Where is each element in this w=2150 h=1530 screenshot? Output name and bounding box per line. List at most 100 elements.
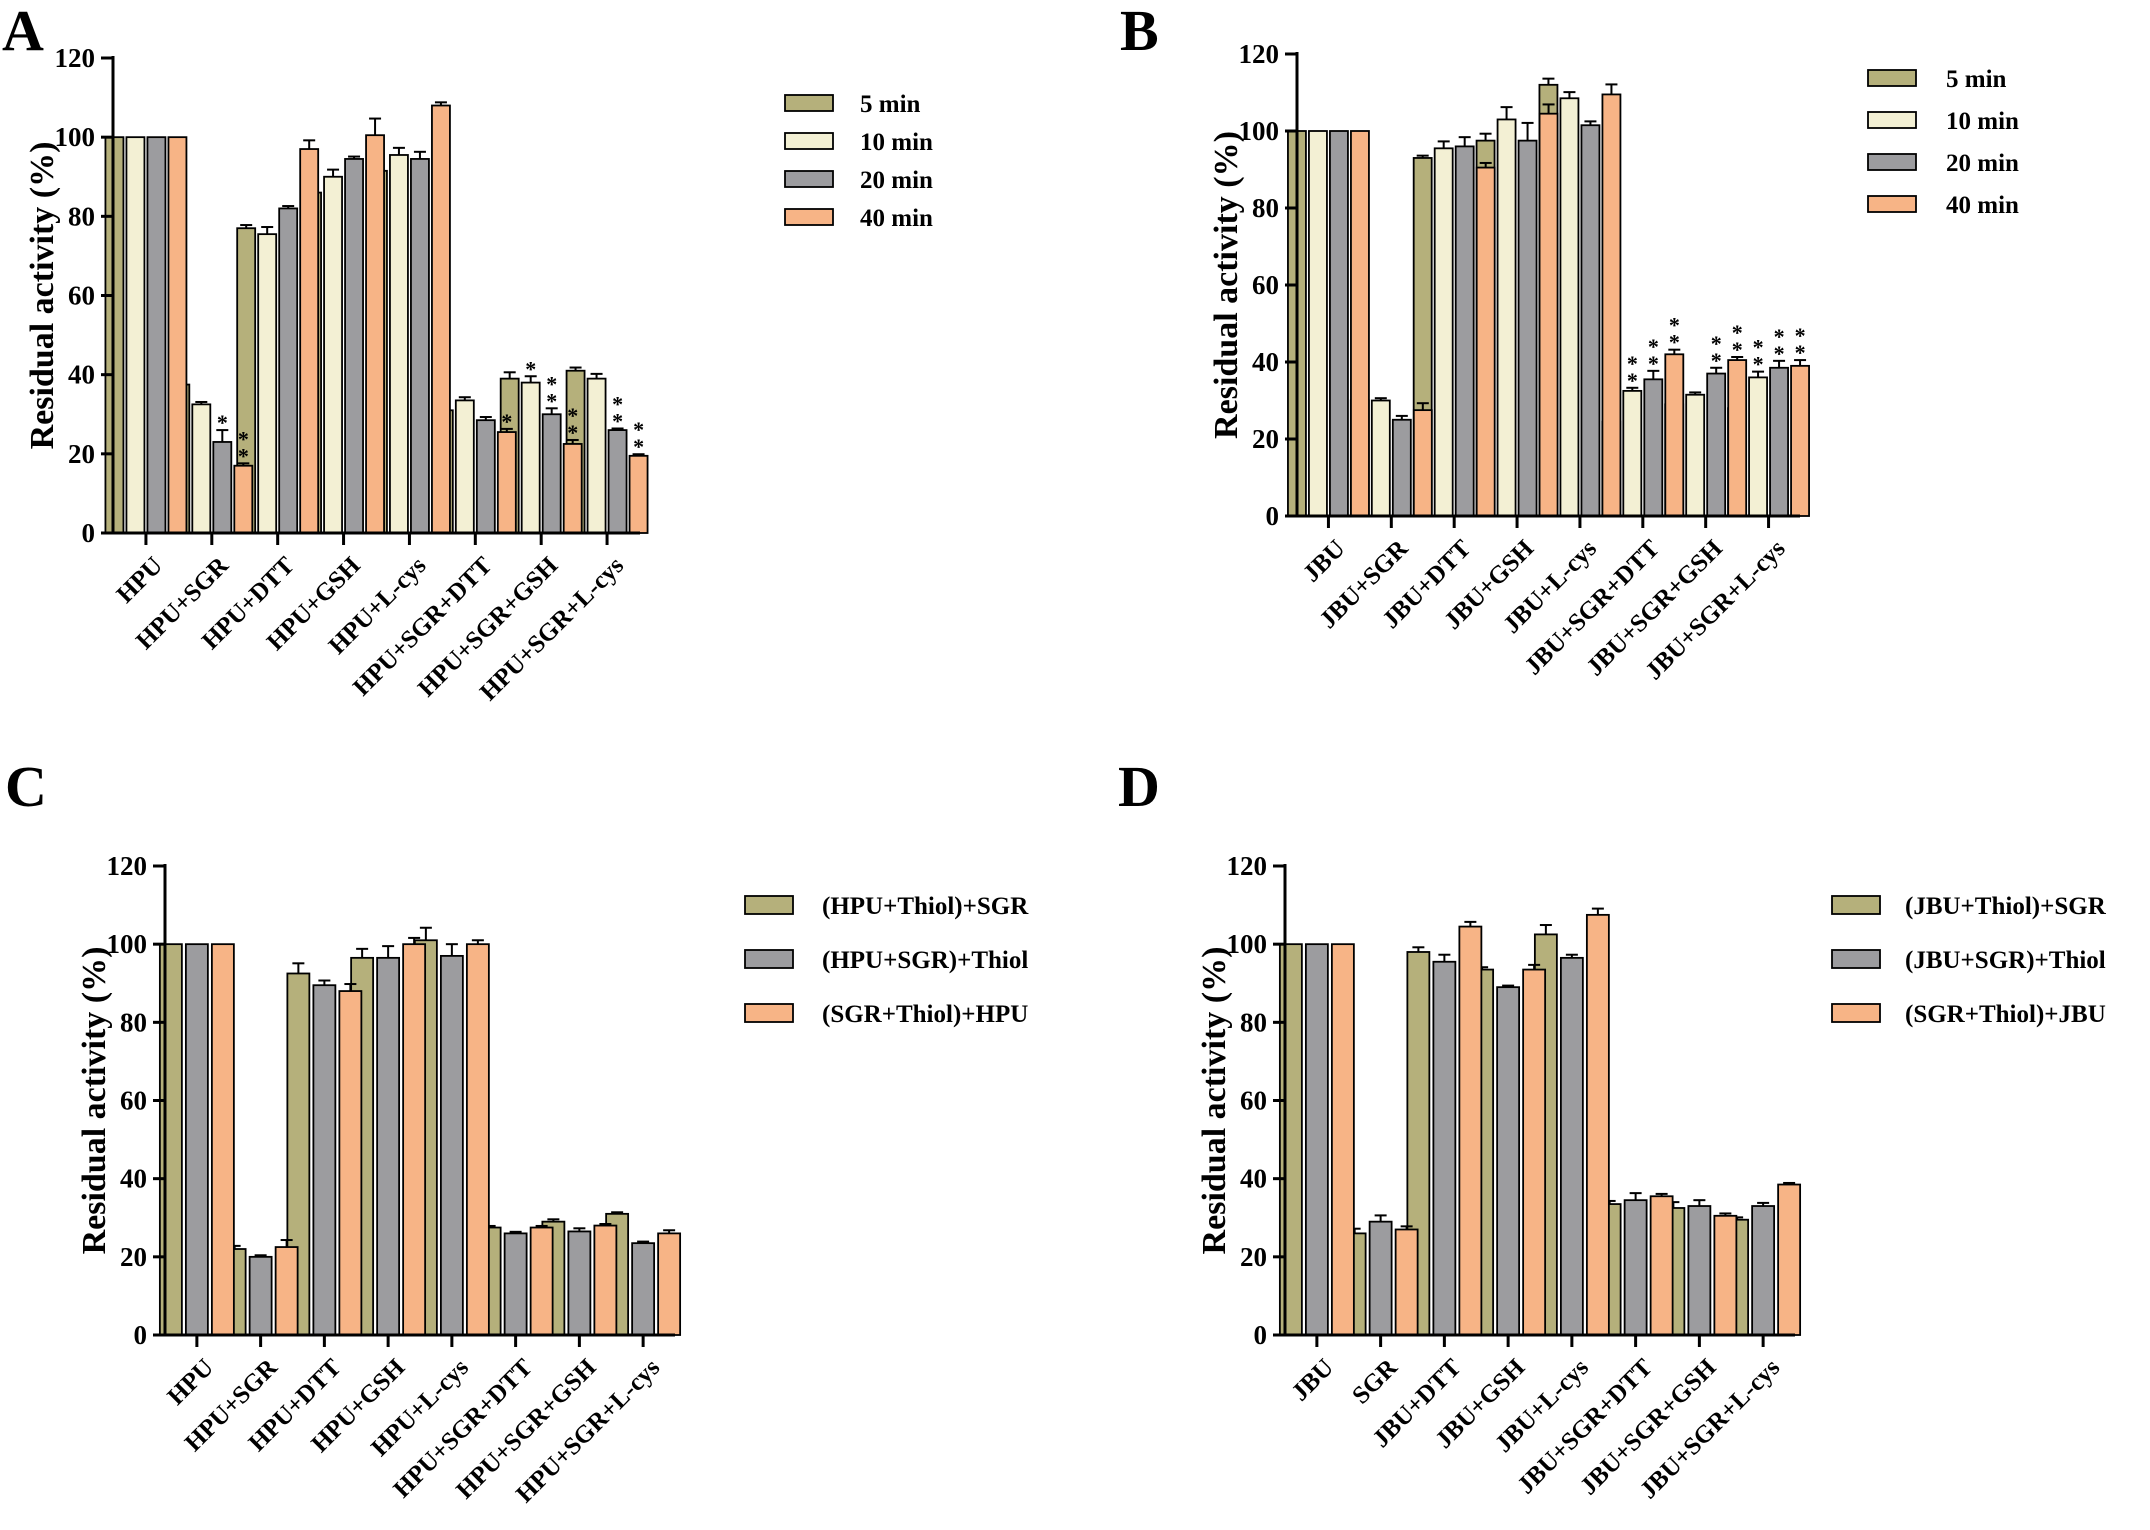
panel-a-bar bbox=[454, 399, 475, 534]
panel-b-significance-star: * bbox=[1627, 351, 1638, 376]
panel-c-bar bbox=[593, 1224, 618, 1336]
panel-b-significance-star: * bbox=[1732, 337, 1743, 362]
panel-a-significance-star: * bbox=[612, 409, 623, 434]
panel-a-bar bbox=[431, 104, 451, 534]
panel-c-y-tick-label: 20 bbox=[120, 1242, 147, 1272]
panel-b-legend-label: 5 min bbox=[1946, 66, 2007, 93]
panel-b-bar bbox=[1412, 409, 1433, 517]
panel-a-bar bbox=[212, 441, 233, 534]
panel-c-bar bbox=[657, 1232, 682, 1336]
panel-a-legend-swatch bbox=[784, 132, 834, 150]
panel-d-bar bbox=[1368, 1220, 1393, 1336]
panel-d-y-tick-label: 100 bbox=[1227, 929, 1268, 959]
panel-c-bar bbox=[312, 984, 337, 1336]
panel-b-bar bbox=[1664, 353, 1685, 517]
panel-a-y-tick-label: 20 bbox=[68, 439, 95, 469]
panel-b-y-tick-label: 60 bbox=[1252, 270, 1279, 300]
panel-c-y-tick-label: 120 bbox=[107, 851, 148, 881]
panel-c-legend-swatch bbox=[744, 895, 794, 915]
panel-a-legend-label: 20 min bbox=[860, 167, 933, 194]
panel-a-bar bbox=[607, 429, 628, 534]
panel-b-bar bbox=[1727, 359, 1748, 517]
panel-d-legend-swatch bbox=[1831, 895, 1881, 915]
panel-b-bar bbox=[1706, 372, 1727, 517]
panel-d-legend-swatch bbox=[1831, 1003, 1881, 1023]
panel-a-significance-star: * bbox=[525, 356, 536, 381]
panel-a-bar bbox=[586, 377, 607, 534]
panel-d-y-tick-label: 20 bbox=[1240, 1242, 1267, 1272]
panel-d-legend-label: (JBU+Thiol)+SGR bbox=[1905, 893, 2107, 920]
panel-a-bar bbox=[299, 148, 320, 534]
chart-panel-b: ** ****** ********020406080100120JBUJBU+SG… bbox=[1208, 39, 2019, 685]
panel-b-y-tick-label: 100 bbox=[1239, 116, 1280, 146]
panel-label-d: D bbox=[1118, 754, 1160, 819]
panel-a-y-tick-label: 40 bbox=[68, 360, 95, 390]
panel-a-legend-swatch bbox=[784, 208, 834, 226]
panel-b-bar bbox=[1350, 130, 1370, 517]
panel-b-bar bbox=[1559, 97, 1580, 517]
panel-a-bar bbox=[365, 134, 385, 534]
panel-a-significance-star: * bbox=[217, 410, 228, 435]
panel-d-category-label: JBU bbox=[1287, 1354, 1339, 1406]
panel-a-bar bbox=[323, 175, 343, 534]
panel-b-bar bbox=[1308, 130, 1328, 517]
panel-b-bar bbox=[1391, 418, 1412, 517]
panel-b-bar bbox=[1370, 399, 1391, 517]
panel-c-legend-label: (HPU+Thiol)+SGR bbox=[822, 893, 1029, 920]
panel-c-legend-label: (SGR+Thiol)+HPU bbox=[822, 1001, 1028, 1028]
panel-b-significance-star: * bbox=[1753, 335, 1764, 360]
panel-b-bar bbox=[1790, 364, 1810, 517]
panel-a-significance-star: * bbox=[612, 392, 623, 417]
panel-b-bar bbox=[1475, 166, 1496, 517]
panel-b-category-label: JBU bbox=[1298, 535, 1350, 587]
panel-a-bar bbox=[520, 381, 541, 534]
panel-c-y-tick-label: 100 bbox=[107, 929, 148, 959]
panel-d-bar bbox=[1585, 913, 1610, 1336]
panel-b-significance-star: * bbox=[1648, 351, 1659, 376]
panel-b-legend-swatch bbox=[1867, 69, 1917, 87]
panel-c-bar bbox=[376, 956, 401, 1336]
panel-b-significance-star: * bbox=[1627, 368, 1638, 393]
panel-d-y-tick-label: 0 bbox=[1254, 1320, 1268, 1350]
panel-d-y-tick-label: 120 bbox=[1227, 851, 1268, 881]
panel-d-bar bbox=[1458, 925, 1483, 1336]
panel-b-bar bbox=[1685, 393, 1706, 517]
panel-a-legend-swatch bbox=[784, 94, 834, 112]
panel-d-bar bbox=[1496, 986, 1521, 1336]
panel-b-legend-swatch bbox=[1867, 111, 1917, 129]
panel-a-significance-star: * bbox=[546, 388, 557, 413]
panel-a-bar bbox=[344, 158, 364, 534]
panel-label-c: C bbox=[5, 754, 47, 819]
panel-b-y-tick-label: 0 bbox=[1266, 501, 1280, 531]
panel-c-bar bbox=[402, 943, 427, 1336]
panel-a-category-label: HPU bbox=[112, 552, 168, 608]
panel-a-significance-star: * bbox=[567, 420, 578, 445]
panel-a-y-tick-label: 120 bbox=[55, 43, 96, 73]
panel-a-significance-star: * bbox=[567, 403, 578, 428]
panel-b-significance-star: * bbox=[1753, 352, 1764, 377]
panel-b-significance-star: * bbox=[1669, 313, 1680, 338]
panel-b-y-tick-label: 120 bbox=[1239, 39, 1280, 69]
panel-a-bar bbox=[410, 158, 430, 534]
panel-d-legend-label: (SGR+Thiol)+JBU bbox=[1905, 1001, 2106, 1028]
panel-d-y-tick-label: 80 bbox=[1240, 1007, 1267, 1037]
panel-b-significance-star: * bbox=[1774, 341, 1785, 366]
panel-c-bar bbox=[248, 1255, 273, 1336]
panel-b-bar bbox=[1622, 389, 1643, 517]
panel-c-y-axis-title: Residual activity (%) bbox=[76, 947, 113, 1255]
panel-a-bar bbox=[278, 207, 299, 534]
panel-b-y-axis-title: Residual activity (%) bbox=[1208, 131, 1245, 439]
panel-c-bar bbox=[567, 1230, 592, 1336]
panel-d-category-label: SGR bbox=[1347, 1353, 1403, 1409]
panel-c-y-tick-label: 0 bbox=[134, 1320, 148, 1350]
panel-c-legend-swatch bbox=[744, 949, 794, 969]
panel-b-bar bbox=[1433, 147, 1454, 517]
panel-a-significance-star: * bbox=[238, 443, 249, 468]
panel-label-a: A bbox=[2, 0, 44, 63]
panel-b-legend-swatch bbox=[1867, 153, 1917, 171]
panel-a-bar bbox=[257, 233, 278, 534]
panel-c-category-label: HPU bbox=[163, 1354, 219, 1410]
panel-a-bar bbox=[233, 464, 254, 534]
panel-d-legend-swatch bbox=[1831, 949, 1881, 969]
panel-b-legend-label: 10 min bbox=[1946, 108, 2019, 135]
